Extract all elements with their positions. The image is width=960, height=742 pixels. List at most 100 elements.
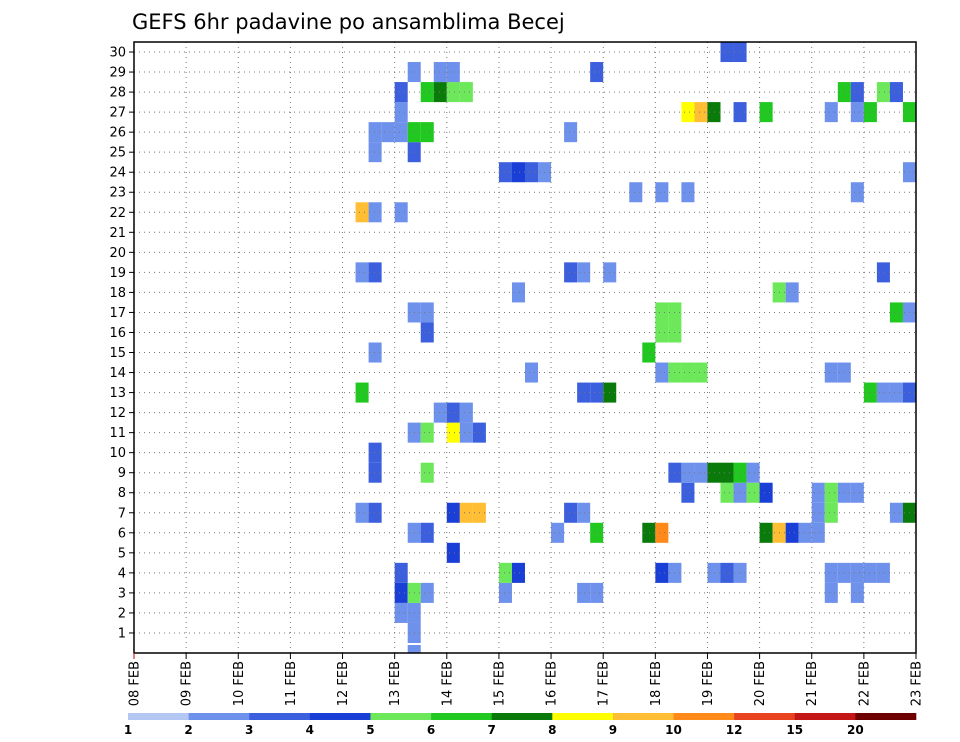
grid-lines xyxy=(134,42,916,653)
heatmap-cell xyxy=(798,522,812,543)
heatmap-cell xyxy=(590,382,604,403)
heatmap-cell xyxy=(655,522,669,543)
heatmap-cell xyxy=(564,122,578,143)
x-tick-label: 14 FEB xyxy=(440,661,455,706)
heatmap-cell xyxy=(733,102,747,123)
y-tick-label: 25 xyxy=(109,146,126,161)
heatmap-cell xyxy=(681,102,695,123)
y-tick-label: 27 xyxy=(109,106,126,121)
heatmap-cell xyxy=(889,82,903,103)
chart-title: GEFS 6hr padavine po ansamblima Becej xyxy=(132,10,565,34)
heatmap-cell xyxy=(590,522,604,543)
colorbar-label: 1 xyxy=(124,723,132,737)
heatmap-cell xyxy=(368,122,382,143)
y-tick-label: 30 xyxy=(109,46,126,61)
heatmap-cell xyxy=(811,502,825,523)
heatmap-cell xyxy=(811,482,825,503)
heatmap-cell xyxy=(433,82,447,103)
heatmap-cell xyxy=(785,282,799,303)
y-tick-label: 6 xyxy=(118,526,126,541)
heatmap-cell xyxy=(459,422,473,443)
x-tick-label: 12 FEB xyxy=(336,661,351,706)
heatmap-cell xyxy=(525,162,539,183)
heatmap-cell xyxy=(746,482,760,503)
colorbar-swatch xyxy=(188,713,250,720)
heatmap-cell xyxy=(564,502,578,523)
heatmap-cell xyxy=(850,102,864,123)
plot-frame xyxy=(133,41,917,654)
y-tick-label: 4 xyxy=(118,566,126,581)
colorbar-swatch xyxy=(673,713,735,720)
heatmap-cell xyxy=(577,502,591,523)
heatmap-cell xyxy=(394,102,408,123)
colorbar-swatch xyxy=(491,713,553,720)
heatmap-cell xyxy=(824,502,838,523)
heatmap-cell xyxy=(394,82,408,103)
y-tick-label: 13 xyxy=(109,386,126,401)
heatmap-cell xyxy=(850,582,864,603)
colorbar-swatch xyxy=(855,713,917,720)
y-tick-label: 16 xyxy=(109,326,126,341)
heatmap-cell xyxy=(368,202,382,223)
x-tick-label: 10 FEB xyxy=(232,661,247,706)
x-tick-label: 22 FEB xyxy=(857,661,872,706)
heatmap-cells xyxy=(355,42,916,653)
heatmap-cell xyxy=(889,302,903,323)
heatmap-cell xyxy=(889,382,903,403)
y-tick-label: 2 xyxy=(118,606,126,621)
heatmap-cell xyxy=(446,542,460,563)
y-tick-label: 29 xyxy=(109,66,126,81)
heatmap-cell xyxy=(876,562,890,583)
heatmap-cell xyxy=(564,262,578,283)
heatmap-cell xyxy=(511,562,525,583)
heatmap-cell xyxy=(498,562,512,583)
heatmap-cell xyxy=(850,82,864,103)
heatmap-cell xyxy=(863,562,877,583)
y-tick-label: 8 xyxy=(118,486,126,501)
heatmap-cell xyxy=(824,102,838,123)
heatmap-cell xyxy=(368,142,382,163)
heatmap-cell xyxy=(720,42,734,63)
x-tick-label: 19 FEB xyxy=(701,661,716,706)
y-tick-label: 17 xyxy=(109,306,126,321)
heatmap-cell xyxy=(863,382,877,403)
y-tick-label: 21 xyxy=(109,226,126,241)
heatmap-cell xyxy=(876,82,890,103)
heatmap-cell xyxy=(590,582,604,603)
y-tick-label: 24 xyxy=(109,166,126,181)
heatmap-cell xyxy=(694,462,708,483)
colorbar-swatch xyxy=(431,713,492,720)
heatmap-cell xyxy=(655,182,669,203)
heatmap-cell xyxy=(707,102,721,123)
colorbar-swatch xyxy=(794,713,856,720)
heatmap-cell xyxy=(446,62,460,83)
heatmap-cell xyxy=(720,462,734,483)
heatmap-cell xyxy=(759,482,773,503)
heatmap-cell xyxy=(694,102,708,123)
colorbar-swatch xyxy=(612,713,674,720)
heatmap-cell xyxy=(707,462,721,483)
heatmap-cell xyxy=(394,122,408,143)
heatmap-cell xyxy=(420,422,434,443)
x-tick-label: 13 FEB xyxy=(388,661,403,706)
colorbar-label: 5 xyxy=(366,723,374,737)
heatmap-cell xyxy=(420,122,434,143)
heatmap-cell xyxy=(368,502,382,523)
heatmap-cell xyxy=(407,645,421,653)
heatmap-cell xyxy=(655,322,669,343)
heatmap-cell xyxy=(850,182,864,203)
heatmap-cell xyxy=(824,582,838,603)
heatmap-cell xyxy=(433,402,447,423)
colorbar-label: 4 xyxy=(306,723,314,737)
x-tick-label: 18 FEB xyxy=(649,661,664,706)
heatmap-cell xyxy=(655,362,669,383)
heatmap-cell xyxy=(733,482,747,503)
y-tick-label: 22 xyxy=(109,206,126,221)
heatmap-cell xyxy=(863,102,877,123)
colorbar-swatch xyxy=(734,713,796,720)
heatmap-cell xyxy=(642,342,656,363)
heatmap-cell xyxy=(577,262,591,283)
y-tick-label: 11 xyxy=(109,426,126,441)
heatmap-cell xyxy=(642,522,656,543)
